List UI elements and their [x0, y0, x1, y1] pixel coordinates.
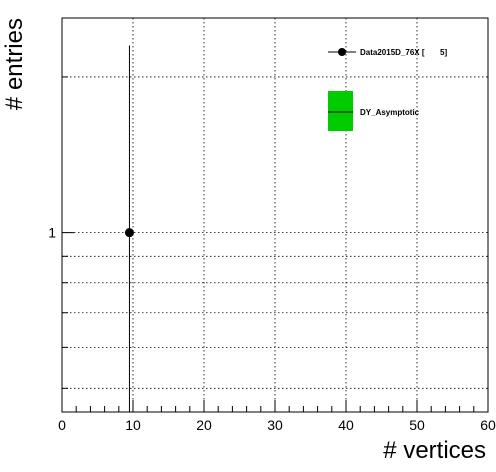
legend-mc-label: DY_Asymptotic	[360, 108, 420, 117]
x-tick-label: 50	[409, 417, 425, 433]
data-point	[124, 228, 134, 238]
y-axis-label: # entries	[1, 18, 28, 110]
x-tick-label: 40	[338, 417, 354, 433]
grid-lines	[62, 18, 488, 412]
legend-mc-box	[328, 91, 353, 131]
x-axis-label: # vertices	[383, 437, 486, 464]
y-tick-label: 1	[48, 225, 56, 241]
legend: Data2015D_76X [ 5] DY_Asymptotic	[328, 48, 447, 131]
data-marks	[124, 45, 134, 412]
axes: 0 10 20 30 40 50 60 1	[48, 76, 496, 433]
legend-data-label: Data2015D_76X [ 5]	[360, 48, 447, 57]
x-tick-label: 30	[267, 417, 283, 433]
x-tick-label: 0	[58, 417, 66, 433]
legend-data-marker	[338, 48, 346, 56]
x-tick-label: 20	[196, 417, 212, 433]
x-tick-label: 10	[125, 417, 141, 433]
x-tick-label: 60	[480, 417, 496, 433]
